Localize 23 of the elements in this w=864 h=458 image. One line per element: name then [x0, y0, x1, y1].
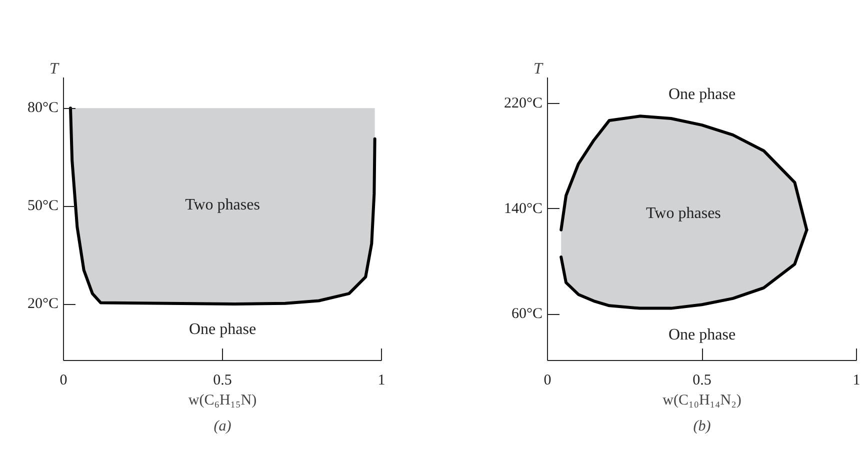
- annotation: One phase: [188, 320, 256, 338]
- y-axis-title: T: [50, 60, 60, 78]
- annotation: One phase: [668, 326, 736, 344]
- text: (a): [214, 418, 232, 434]
- x-axis-title: w(C₆H₁₅N): [188, 392, 257, 408]
- annotation: One phase: [668, 86, 736, 103]
- x-tick-label: 0.5: [213, 372, 232, 388]
- x-axis-title: w(C₁₀H₁₄N₂): [662, 392, 742, 408]
- y-tick-label: 20°C: [27, 296, 59, 312]
- annotation: Two phases: [646, 204, 721, 222]
- y-axis-title: T: [534, 60, 544, 78]
- x-tick-label: 0.5: [692, 372, 712, 388]
- y-tick-label: 80°C: [27, 100, 59, 116]
- x-tick-label: 1: [852, 372, 860, 388]
- x-tick-label: 0: [60, 372, 68, 388]
- y-tick-label: 50°C: [27, 198, 59, 214]
- y-tick-label: 60°C: [511, 306, 543, 322]
- x-tick-label: 1: [378, 372, 386, 388]
- y-tick-label: 140°C: [504, 200, 543, 217]
- annotation: Two phases: [185, 196, 260, 214]
- x-tick-label: 0: [544, 372, 552, 388]
- y-tick-label: 220°C: [504, 95, 543, 112]
- text: (b): [693, 418, 711, 434]
